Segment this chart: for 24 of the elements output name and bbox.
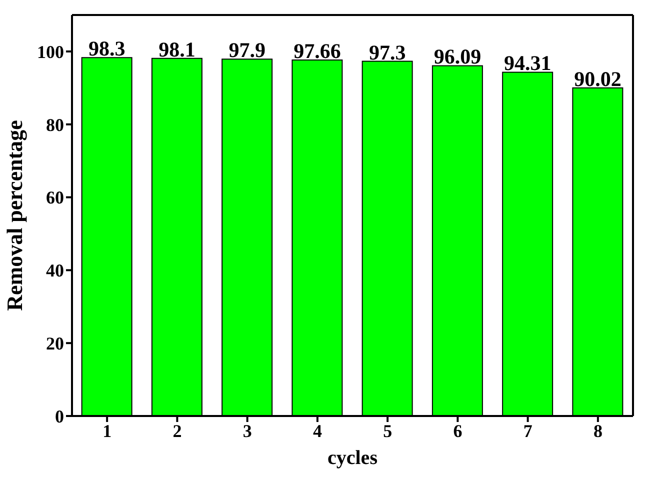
x-tick-label: 5	[383, 420, 392, 441]
data-label: 96.09	[434, 44, 482, 69]
data-label: 94.31	[504, 51, 552, 76]
data-label: 97.9	[228, 38, 266, 62]
x-tick-label: 7	[523, 420, 532, 441]
y-tick-label: 0	[55, 406, 64, 426]
data-label: 90.02	[574, 66, 622, 91]
x-tick-label: 1	[102, 420, 112, 441]
y-tick-label: 60	[46, 188, 64, 208]
y-tick-label: 80	[46, 114, 64, 135]
data-label: 98.3	[88, 36, 126, 61]
y-tick-label: 20	[46, 333, 64, 354]
x-tick-label: 6	[453, 420, 462, 441]
y-tick-label: 40	[46, 260, 64, 281]
x-tick-label: 8	[593, 420, 602, 441]
data-label: 97.3	[368, 40, 406, 64]
x-tick-label: 2	[172, 420, 182, 441]
data-label: 97.66	[294, 38, 341, 63]
x-axis-title: cycles	[328, 447, 378, 469]
data-label: 98.1	[158, 37, 196, 62]
x-tick-label: 3	[242, 420, 252, 441]
y-tick-label: 100	[37, 42, 64, 62]
y-axis-title: Removal percentage	[2, 120, 27, 311]
x-tick-label: 4	[312, 420, 322, 441]
